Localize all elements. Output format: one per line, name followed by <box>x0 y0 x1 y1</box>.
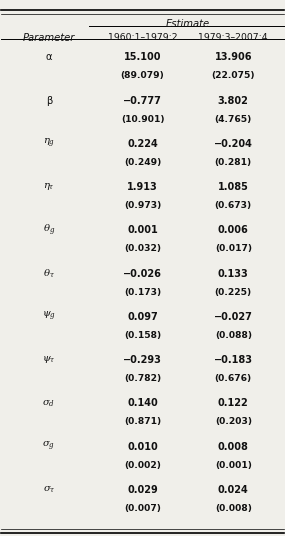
Text: (0.158): (0.158) <box>124 331 161 340</box>
Text: 1960:1–1979:2: 1960:1–1979:2 <box>108 33 177 42</box>
Text: (0.782): (0.782) <box>124 374 161 383</box>
Text: β: β <box>46 95 52 106</box>
Text: $\psi_{\tau}$: $\psi_{\tau}$ <box>42 355 56 366</box>
Text: (22.075): (22.075) <box>211 71 255 80</box>
Text: (0.225): (0.225) <box>215 288 252 296</box>
Text: −0.293: −0.293 <box>123 355 162 365</box>
Text: $\eta_{\tau}$: $\eta_{\tau}$ <box>43 182 55 192</box>
Text: 0.006: 0.006 <box>218 225 249 235</box>
Text: (0.032): (0.032) <box>124 244 161 254</box>
Text: (0.871): (0.871) <box>124 418 161 427</box>
Text: 3.802: 3.802 <box>218 95 249 106</box>
Text: 0.010: 0.010 <box>127 442 158 451</box>
Text: 0.008: 0.008 <box>218 442 249 451</box>
Text: 0.133: 0.133 <box>218 269 249 279</box>
Text: −0.026: −0.026 <box>123 269 162 279</box>
Text: 0.140: 0.140 <box>127 398 158 408</box>
Text: (0.017): (0.017) <box>215 244 252 254</box>
Text: −0.204: −0.204 <box>214 139 253 149</box>
Text: $\psi_g$: $\psi_g$ <box>42 310 56 323</box>
Text: −0.777: −0.777 <box>123 95 162 106</box>
Text: (0.001): (0.001) <box>215 460 252 470</box>
Text: (0.676): (0.676) <box>215 374 252 383</box>
Text: 13.906: 13.906 <box>215 52 252 62</box>
Text: (89.079): (89.079) <box>121 71 164 80</box>
Text: (0.002): (0.002) <box>124 460 161 470</box>
Text: (0.173): (0.173) <box>124 288 161 296</box>
Text: −0.027: −0.027 <box>214 312 253 322</box>
Text: 0.024: 0.024 <box>218 485 249 495</box>
Text: 1979:3–2007:4: 1979:3–2007:4 <box>198 33 268 42</box>
Text: $\theta_g$: $\theta_g$ <box>43 223 55 238</box>
Text: Parameter: Parameter <box>23 33 75 43</box>
Text: 0.097: 0.097 <box>127 312 158 322</box>
Text: 1.913: 1.913 <box>127 182 158 192</box>
Text: (0.088): (0.088) <box>215 331 252 340</box>
Text: $\sigma_g$: $\sigma_g$ <box>42 440 55 453</box>
Text: 0.029: 0.029 <box>127 485 158 495</box>
Text: 0.122: 0.122 <box>218 398 249 408</box>
Text: Estimate: Estimate <box>166 19 210 29</box>
Text: (0.249): (0.249) <box>124 158 161 167</box>
Text: 1.085: 1.085 <box>218 182 249 192</box>
Text: (0.008): (0.008) <box>215 504 252 513</box>
Text: (0.973): (0.973) <box>124 201 161 210</box>
Text: (4.765): (4.765) <box>215 115 252 124</box>
Text: 15.100: 15.100 <box>124 52 161 62</box>
Text: (10.901): (10.901) <box>121 115 164 124</box>
Text: −0.183: −0.183 <box>214 355 253 365</box>
Text: 0.224: 0.224 <box>127 139 158 149</box>
Text: (0.673): (0.673) <box>215 201 252 210</box>
Text: $\sigma_d$: $\sigma_d$ <box>42 398 55 408</box>
Text: (0.007): (0.007) <box>124 504 161 513</box>
Text: α: α <box>46 52 52 62</box>
Text: (0.281): (0.281) <box>215 158 252 167</box>
Text: 0.001: 0.001 <box>127 225 158 235</box>
Text: (0.203): (0.203) <box>215 418 252 427</box>
Text: $\eta_g$: $\eta_g$ <box>43 137 55 150</box>
Text: $\theta_{\tau}$: $\theta_{\tau}$ <box>43 267 55 280</box>
Text: $\sigma_{\tau}$: $\sigma_{\tau}$ <box>42 485 55 495</box>
